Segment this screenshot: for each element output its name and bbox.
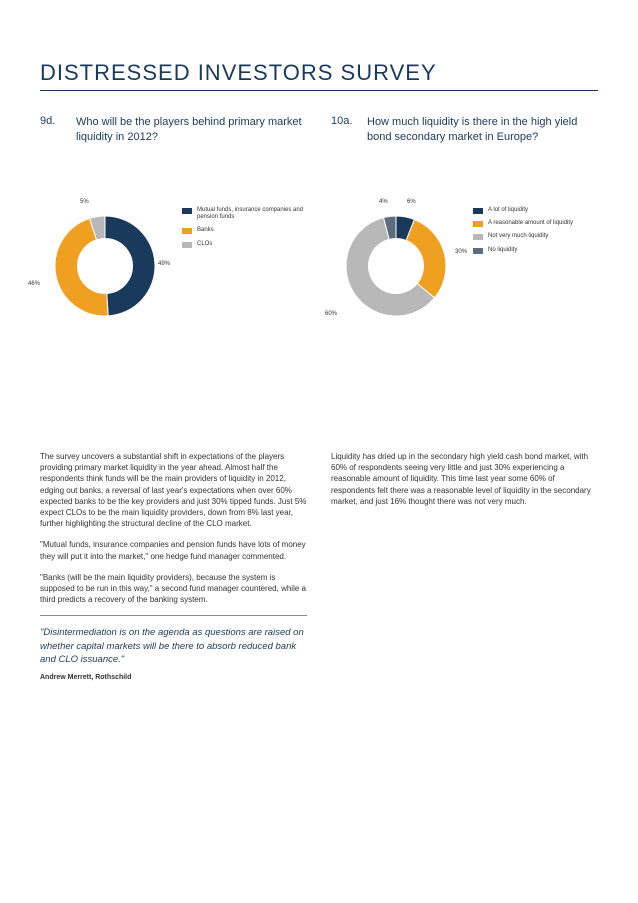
divider bbox=[40, 615, 307, 616]
legend-swatch bbox=[473, 208, 483, 214]
legend-item: Not very much liquidity bbox=[473, 233, 573, 240]
legend-label: No liquidity bbox=[488, 247, 517, 254]
question-text: Who will be the players behind primary m… bbox=[76, 115, 307, 171]
legend-label: CLOs bbox=[197, 241, 212, 248]
donut-chart-10a: 6%30%60%4% bbox=[331, 201, 461, 331]
legend-label: A reasonable amount of liquidity bbox=[488, 220, 573, 227]
donut-slice bbox=[406, 220, 446, 298]
chart-data-label: 30% bbox=[455, 249, 467, 255]
chart-data-label: 46% bbox=[28, 281, 40, 287]
attribution: Andrew Merrett, Rothschild bbox=[40, 674, 307, 681]
legend-label: Mutual funds, insurance companies and pe… bbox=[197, 207, 307, 221]
legend-item: A lot of liquidity bbox=[473, 207, 573, 214]
question-header-left: 9d. Who will be the players behind prima… bbox=[40, 115, 307, 171]
right-column: 10a. How much liquidity is there in the … bbox=[331, 115, 598, 681]
chart-data-label: 49% bbox=[158, 261, 170, 267]
body-text-right: Liquidity has dried up in the secondary … bbox=[331, 451, 598, 507]
legend-swatch bbox=[182, 208, 192, 214]
legend-swatch bbox=[473, 248, 483, 254]
body-paragraph: "Mutual funds, insurance companies and p… bbox=[40, 539, 307, 561]
question-header-right: 10a. How much liquidity is there in the … bbox=[331, 115, 598, 171]
legend-swatch bbox=[182, 242, 192, 248]
body-paragraph: The survey uncovers a substantial shift … bbox=[40, 451, 307, 529]
chart-data-label: 5% bbox=[80, 199, 89, 205]
chart-data-label: 4% bbox=[379, 199, 388, 205]
donut-chart-9d: 49%46%5% bbox=[40, 201, 170, 331]
question-text: How much liquidity is there in the high … bbox=[367, 115, 598, 171]
legend-label: Banks bbox=[197, 227, 214, 234]
body-paragraph: Liquidity has dried up in the secondary … bbox=[331, 451, 598, 507]
chart-block-left: 49%46%5% Mutual funds, insurance compani… bbox=[40, 201, 307, 331]
legend-item: A reasonable amount of liquidity bbox=[473, 220, 573, 227]
legend-9d: Mutual funds, insurance companies and pe… bbox=[182, 201, 307, 248]
legend-swatch bbox=[473, 234, 483, 240]
chart-block-right: 6%30%60%4% A lot of liquidity A reasonabl… bbox=[331, 201, 598, 331]
question-number: 9d. bbox=[40, 115, 66, 171]
chart-data-label: 6% bbox=[407, 199, 416, 205]
question-number: 10a. bbox=[331, 115, 357, 171]
legend-label: A lot of liquidity bbox=[488, 207, 528, 214]
page-title: DISTRESSED INVESTORS SURVEY bbox=[40, 60, 598, 91]
legend-item: Banks bbox=[182, 227, 307, 234]
legend-swatch bbox=[182, 228, 192, 234]
legend-item: Mutual funds, insurance companies and pe… bbox=[182, 207, 307, 221]
body-paragraph: "Banks (will be the main liquidity provi… bbox=[40, 572, 307, 606]
legend-swatch bbox=[473, 221, 483, 227]
pull-quote: "Disintermediation is on the agenda as q… bbox=[40, 626, 307, 666]
legend-label: Not very much liquidity bbox=[488, 233, 548, 240]
left-column: 9d. Who will be the players behind prima… bbox=[40, 115, 307, 681]
legend-item: CLOs bbox=[182, 241, 307, 248]
columns: 9d. Who will be the players behind prima… bbox=[40, 115, 598, 681]
legend-10a: A lot of liquidity A reasonable amount of… bbox=[473, 201, 573, 254]
chart-data-label: 60% bbox=[325, 311, 337, 317]
body-text-left: The survey uncovers a substantial shift … bbox=[40, 451, 307, 605]
legend-item: No liquidity bbox=[473, 247, 573, 254]
donut-slice bbox=[105, 216, 155, 316]
